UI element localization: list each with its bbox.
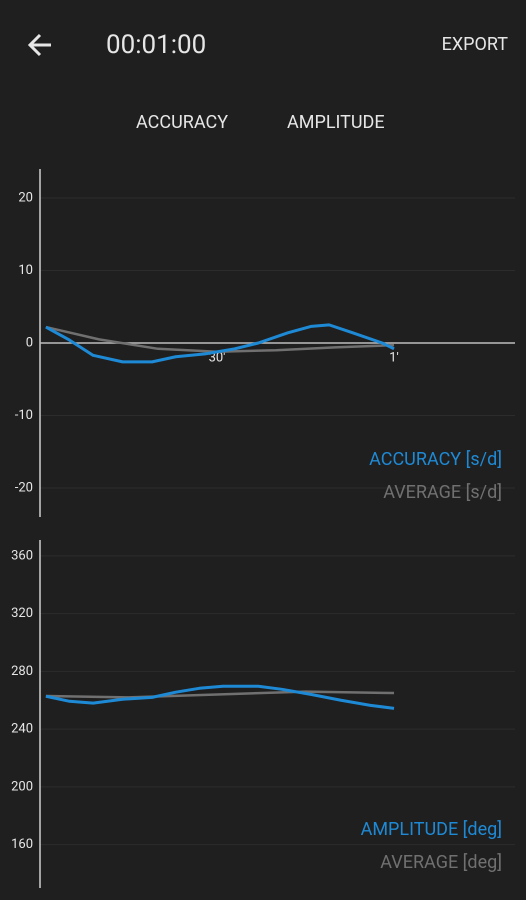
export-button[interactable]: EXPORT <box>441 34 508 55</box>
y-tick-label: -20 <box>15 480 33 495</box>
legend-entry: AVERAGE [s/d] <box>383 482 502 503</box>
legend-entry: AVERAGE [deg] <box>380 852 502 873</box>
y-tick-label: 10 <box>18 263 33 278</box>
series-line <box>45 684 395 710</box>
y-tick-label: -10 <box>15 408 33 423</box>
x-tick-label: 30' <box>209 350 226 365</box>
x-tick-label: 1' <box>389 350 399 365</box>
elapsed-time: 00:01:00 <box>106 30 207 60</box>
legend-entry: ACCURACY [s/d] <box>369 449 502 470</box>
y-tick-label: 20 <box>18 190 33 205</box>
series-line <box>45 690 395 699</box>
y-tick-label: 160 <box>11 837 33 852</box>
series-line <box>45 325 395 353</box>
legend-entry: AMPLITUDE [deg] <box>361 819 502 840</box>
series-line <box>45 323 395 364</box>
y-tick-label: 240 <box>11 722 33 737</box>
y-tick-label: 0 <box>26 335 33 350</box>
y-tick-label: 320 <box>11 606 33 621</box>
y-tick-label: 360 <box>11 548 33 563</box>
tab[interactable]: ACCURACY <box>136 112 229 133</box>
back-button[interactable] <box>26 30 56 60</box>
tab[interactable]: AMPLITUDE <box>287 112 385 133</box>
y-tick-label: 280 <box>11 664 33 679</box>
y-tick-label: 200 <box>11 779 33 794</box>
